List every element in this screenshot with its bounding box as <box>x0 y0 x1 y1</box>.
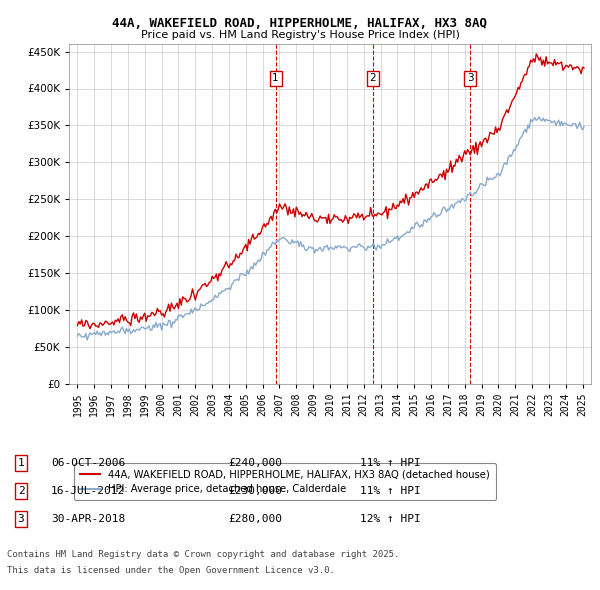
Text: 11% ↑ HPI: 11% ↑ HPI <box>360 486 421 496</box>
Text: 12% ↑ HPI: 12% ↑ HPI <box>360 514 421 524</box>
Text: This data is licensed under the Open Government Licence v3.0.: This data is licensed under the Open Gov… <box>7 566 335 575</box>
Text: 06-OCT-2006: 06-OCT-2006 <box>51 458 125 468</box>
Text: £230,000: £230,000 <box>228 486 282 496</box>
Legend: 44A, WAKEFIELD ROAD, HIPPERHOLME, HALIFAX, HX3 8AQ (detached house), HPI: Averag: 44A, WAKEFIELD ROAD, HIPPERHOLME, HALIFA… <box>74 463 496 500</box>
Text: 30-APR-2018: 30-APR-2018 <box>51 514 125 524</box>
Text: £280,000: £280,000 <box>228 514 282 524</box>
Text: £240,000: £240,000 <box>228 458 282 468</box>
Text: 1: 1 <box>17 458 25 468</box>
Text: 1: 1 <box>272 73 279 83</box>
Text: 11% ↑ HPI: 11% ↑ HPI <box>360 458 421 468</box>
Text: 16-JUL-2012: 16-JUL-2012 <box>51 486 125 496</box>
Text: 2: 2 <box>17 486 25 496</box>
Text: 3: 3 <box>17 514 25 524</box>
Text: 3: 3 <box>467 73 473 83</box>
Text: Contains HM Land Registry data © Crown copyright and database right 2025.: Contains HM Land Registry data © Crown c… <box>7 550 400 559</box>
Text: Price paid vs. HM Land Registry's House Price Index (HPI): Price paid vs. HM Land Registry's House … <box>140 30 460 40</box>
Text: 2: 2 <box>370 73 376 83</box>
Text: 44A, WAKEFIELD ROAD, HIPPERHOLME, HALIFAX, HX3 8AQ: 44A, WAKEFIELD ROAD, HIPPERHOLME, HALIFA… <box>113 17 487 30</box>
